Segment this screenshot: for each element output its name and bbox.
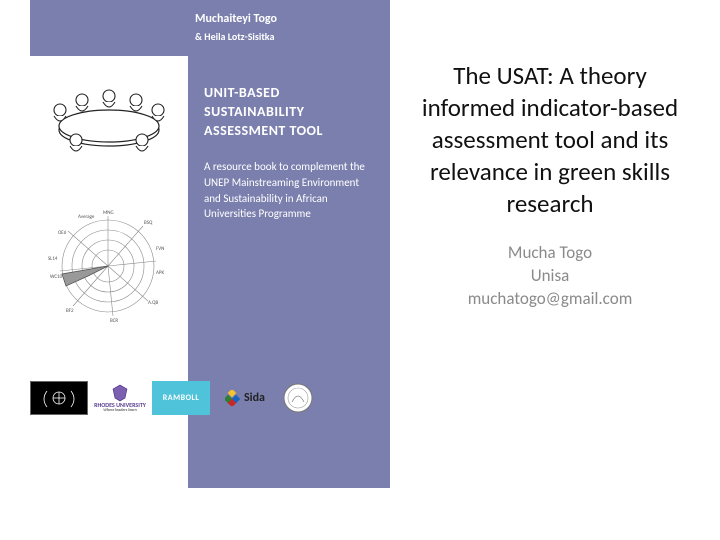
cover-title-line1: UNIT-BASED — [204, 84, 280, 101]
cover-title-line3: ASSESSMENT TOOL — [204, 122, 323, 139]
svg-text:Average: Average — [78, 214, 95, 220]
cover-text-panel: UNIT-BASED SUSTAINABILITY ASSESSMENT TOO… — [188, 56, 390, 488]
rhodes-tagline: Where leaders learn — [103, 408, 137, 413]
ramboll-logo: RAMBOLL — [152, 381, 210, 415]
svg-text:MNG: MNG — [103, 210, 114, 216]
seal-icon — [282, 382, 314, 414]
partner-seal-logo — [280, 381, 316, 415]
cover-description: A resource book to complement the UNEP M… — [204, 159, 374, 223]
title-panel: The USAT: A theory informed indicator-ba… — [410, 60, 690, 311]
cover-header-strip: Muchaiteyi Togo & Heila Lotz-Sisitka — [30, 0, 390, 56]
slide: Muchaiteyi Togo & Heila Lotz-Sisitka — [0, 0, 720, 540]
svg-text:SL14: SL14 — [48, 256, 58, 262]
cover-author-secondary: & Heila Lotz-Sisitka — [195, 30, 274, 43]
presenter-affiliation: Unisa — [410, 265, 690, 288]
svg-text:WC10: WC10 — [50, 274, 63, 280]
book-cover: Muchaiteyi Togo & Heila Lotz-Sisitka — [30, 0, 390, 540]
logo-strip: RHODES UNIVERSITY Where leaders learn RA… — [30, 378, 420, 418]
sida-diamond-icon — [225, 390, 241, 406]
svg-text:OE6: OE6 — [58, 230, 67, 236]
cover-left-illustration-column: MNG BSQ FVN APK A.QB BCR BF2 WC10 SL14 O… — [30, 56, 188, 351]
svg-text:APK: APK — [156, 270, 164, 276]
presenter-name: Mucha Togo — [410, 242, 690, 265]
svg-text:A.QB: A.QB — [148, 300, 158, 306]
unep-laurel-icon — [35, 385, 83, 411]
presenter-block: Mucha Togo Unisa muchatogo@gmail.com — [410, 242, 690, 311]
svg-text:BCR: BCR — [110, 318, 118, 324]
cover-title-line2: SUSTAINABILITY — [204, 103, 304, 120]
radar-chart-icon: MNG BSQ FVN APK A.QB BCR BF2 WC10 SL14 O… — [48, 206, 168, 326]
rhodes-crest-icon — [110, 384, 130, 402]
rhodes-logo: RHODES UNIVERSITY Where leaders learn — [94, 381, 146, 415]
meeting-table-icon — [38, 74, 180, 162]
cover-tool-title: UNIT-BASED SUSTAINABILITY ASSESSMENT TOO… — [204, 84, 374, 141]
svg-text:FVN: FVN — [156, 246, 164, 252]
presentation-title: The USAT: A theory informed indicator-ba… — [410, 60, 690, 220]
cover-author-primary: Muchaiteyi Togo — [195, 12, 277, 26]
presenter-email: muchatogo@gmail.com — [410, 288, 690, 311]
svg-text:BF2: BF2 — [66, 308, 74, 314]
unep-logo — [30, 381, 88, 415]
sida-label: Sida — [244, 391, 265, 405]
ramboll-label: RAMBOLL — [163, 393, 200, 403]
sida-logo: Sida — [216, 381, 274, 415]
svg-text:BSQ: BSQ — [144, 220, 153, 226]
